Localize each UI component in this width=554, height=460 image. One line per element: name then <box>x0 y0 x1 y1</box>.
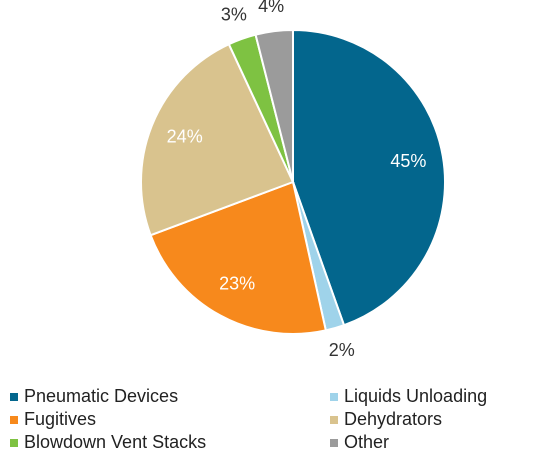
legend-label: Blowdown Vent Stacks <box>24 432 206 452</box>
legend-label: Pneumatic Devices <box>24 386 178 406</box>
legend-swatch <box>10 439 18 447</box>
legend-label: Other <box>344 432 389 452</box>
legend-swatch <box>10 416 18 424</box>
slice-label: 3% <box>221 5 247 25</box>
legend-swatch <box>330 439 338 447</box>
pie-slice <box>254 28 294 183</box>
legend-swatch <box>330 393 338 401</box>
slice-label: 45% <box>390 151 426 171</box>
pie-slice <box>140 42 295 237</box>
slice-label: 23% <box>219 274 255 294</box>
pie-slice <box>149 180 328 335</box>
legend-label: Fugitives <box>24 409 96 429</box>
slice-label: 4% <box>258 0 284 16</box>
slice-label: 2% <box>329 340 355 360</box>
legend-label: Dehydrators <box>344 409 442 429</box>
legend-swatch <box>330 416 338 424</box>
legend-label: Liquids Unloading <box>344 386 487 406</box>
pie-slice <box>292 28 446 327</box>
slice-label: 24% <box>167 126 203 146</box>
legend-swatch <box>10 393 18 401</box>
